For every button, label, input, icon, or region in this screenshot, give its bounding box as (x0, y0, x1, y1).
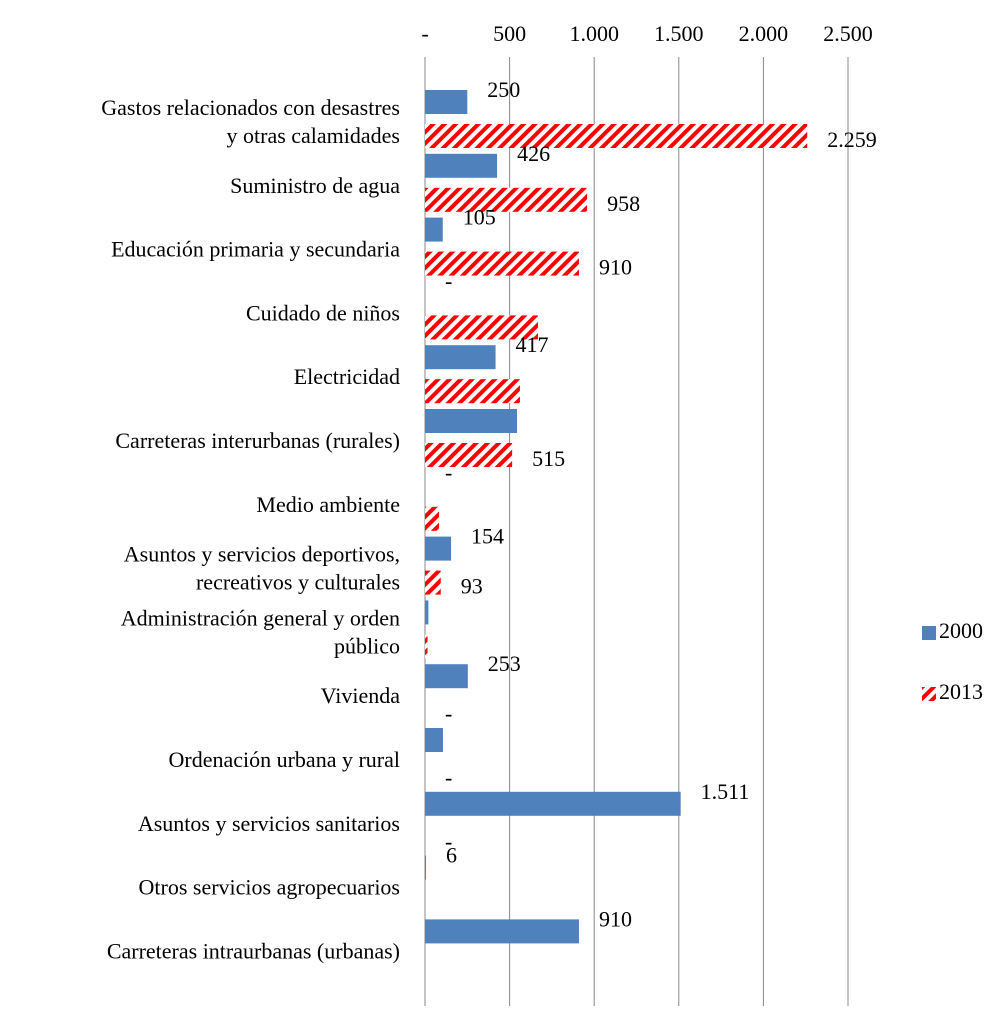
data-label: 253 (488, 651, 521, 676)
legend-label: 2013 (939, 679, 983, 704)
legend-swatch (922, 626, 936, 640)
data-label: 93 (461, 574, 483, 599)
data-label: 154 (471, 524, 504, 549)
bar (425, 315, 539, 340)
y-tick-label: Carreteras intraurbanas (urbanas) (107, 938, 400, 963)
bar (425, 443, 513, 467)
data-label: 417 (516, 332, 549, 357)
bar (425, 409, 518, 433)
legend-label: 2000 (939, 618, 983, 643)
y-tick-label: Educación primaria y secundaria (111, 237, 400, 262)
bar (425, 919, 579, 944)
bar (425, 379, 520, 404)
x-tick-label: 2.000 (739, 21, 789, 46)
bar (425, 345, 496, 370)
bar (425, 217, 443, 242)
data-label: 426 (517, 141, 550, 166)
bar (425, 600, 429, 625)
bar (425, 187, 588, 212)
x-tick-label: 1.000 (569, 21, 619, 46)
y-tick-label: Medio ambiente (256, 492, 400, 517)
bar (425, 506, 440, 531)
y-tick-label: Gastos relacionados con desastres y otras… (101, 95, 400, 148)
data-label: 910 (599, 906, 632, 931)
bar (425, 855, 427, 880)
data-label: 2.259 (827, 127, 877, 152)
data-label: - (445, 829, 452, 854)
x-tick-label: 1.500 (654, 21, 704, 46)
y-tick-label: Electricidad (294, 364, 400, 389)
data-label: - (445, 701, 452, 726)
y-tick-label: Administración general y orden público (121, 605, 400, 658)
data-label: - (445, 268, 452, 293)
legend-swatch (922, 687, 936, 701)
data-label: 105 (463, 205, 496, 230)
y-tick-label: Otros servicios agropecuarios (139, 875, 400, 900)
data-label: - (445, 765, 452, 790)
x-tick-label: - (421, 21, 428, 46)
data-label: 6 (446, 843, 457, 868)
bar (425, 536, 452, 561)
data-label: 958 (607, 191, 640, 216)
y-tick-label: Asuntos y servicios deportivos, recreativ… (124, 542, 400, 595)
bar (425, 124, 808, 148)
y-tick-label: Suministro de agua (230, 173, 400, 198)
data-label: - (445, 460, 452, 485)
x-tick-label: 500 (493, 21, 526, 46)
data-label: 1.511 (701, 779, 750, 804)
bar (425, 570, 441, 595)
y-tick-label: Cuidado de niños (246, 300, 400, 325)
y-tick-label: Vivienda (321, 683, 401, 708)
y-tick-label: Carreteras interurbanas (rurales) (115, 428, 400, 453)
bar (425, 90, 468, 114)
bar (425, 153, 498, 178)
data-label: 515 (532, 446, 565, 471)
bar (425, 664, 468, 689)
bar (425, 791, 681, 816)
bar (425, 251, 579, 276)
bar (425, 728, 443, 752)
bar (425, 634, 428, 659)
y-tick-label: Asuntos y servicios sanitarios (138, 811, 400, 836)
data-label: 250 (487, 77, 520, 102)
x-tick-label: 2.500 (823, 21, 873, 46)
data-label: 910 (599, 255, 632, 280)
y-tick-label: Ordenación urbana y rural (168, 747, 400, 772)
